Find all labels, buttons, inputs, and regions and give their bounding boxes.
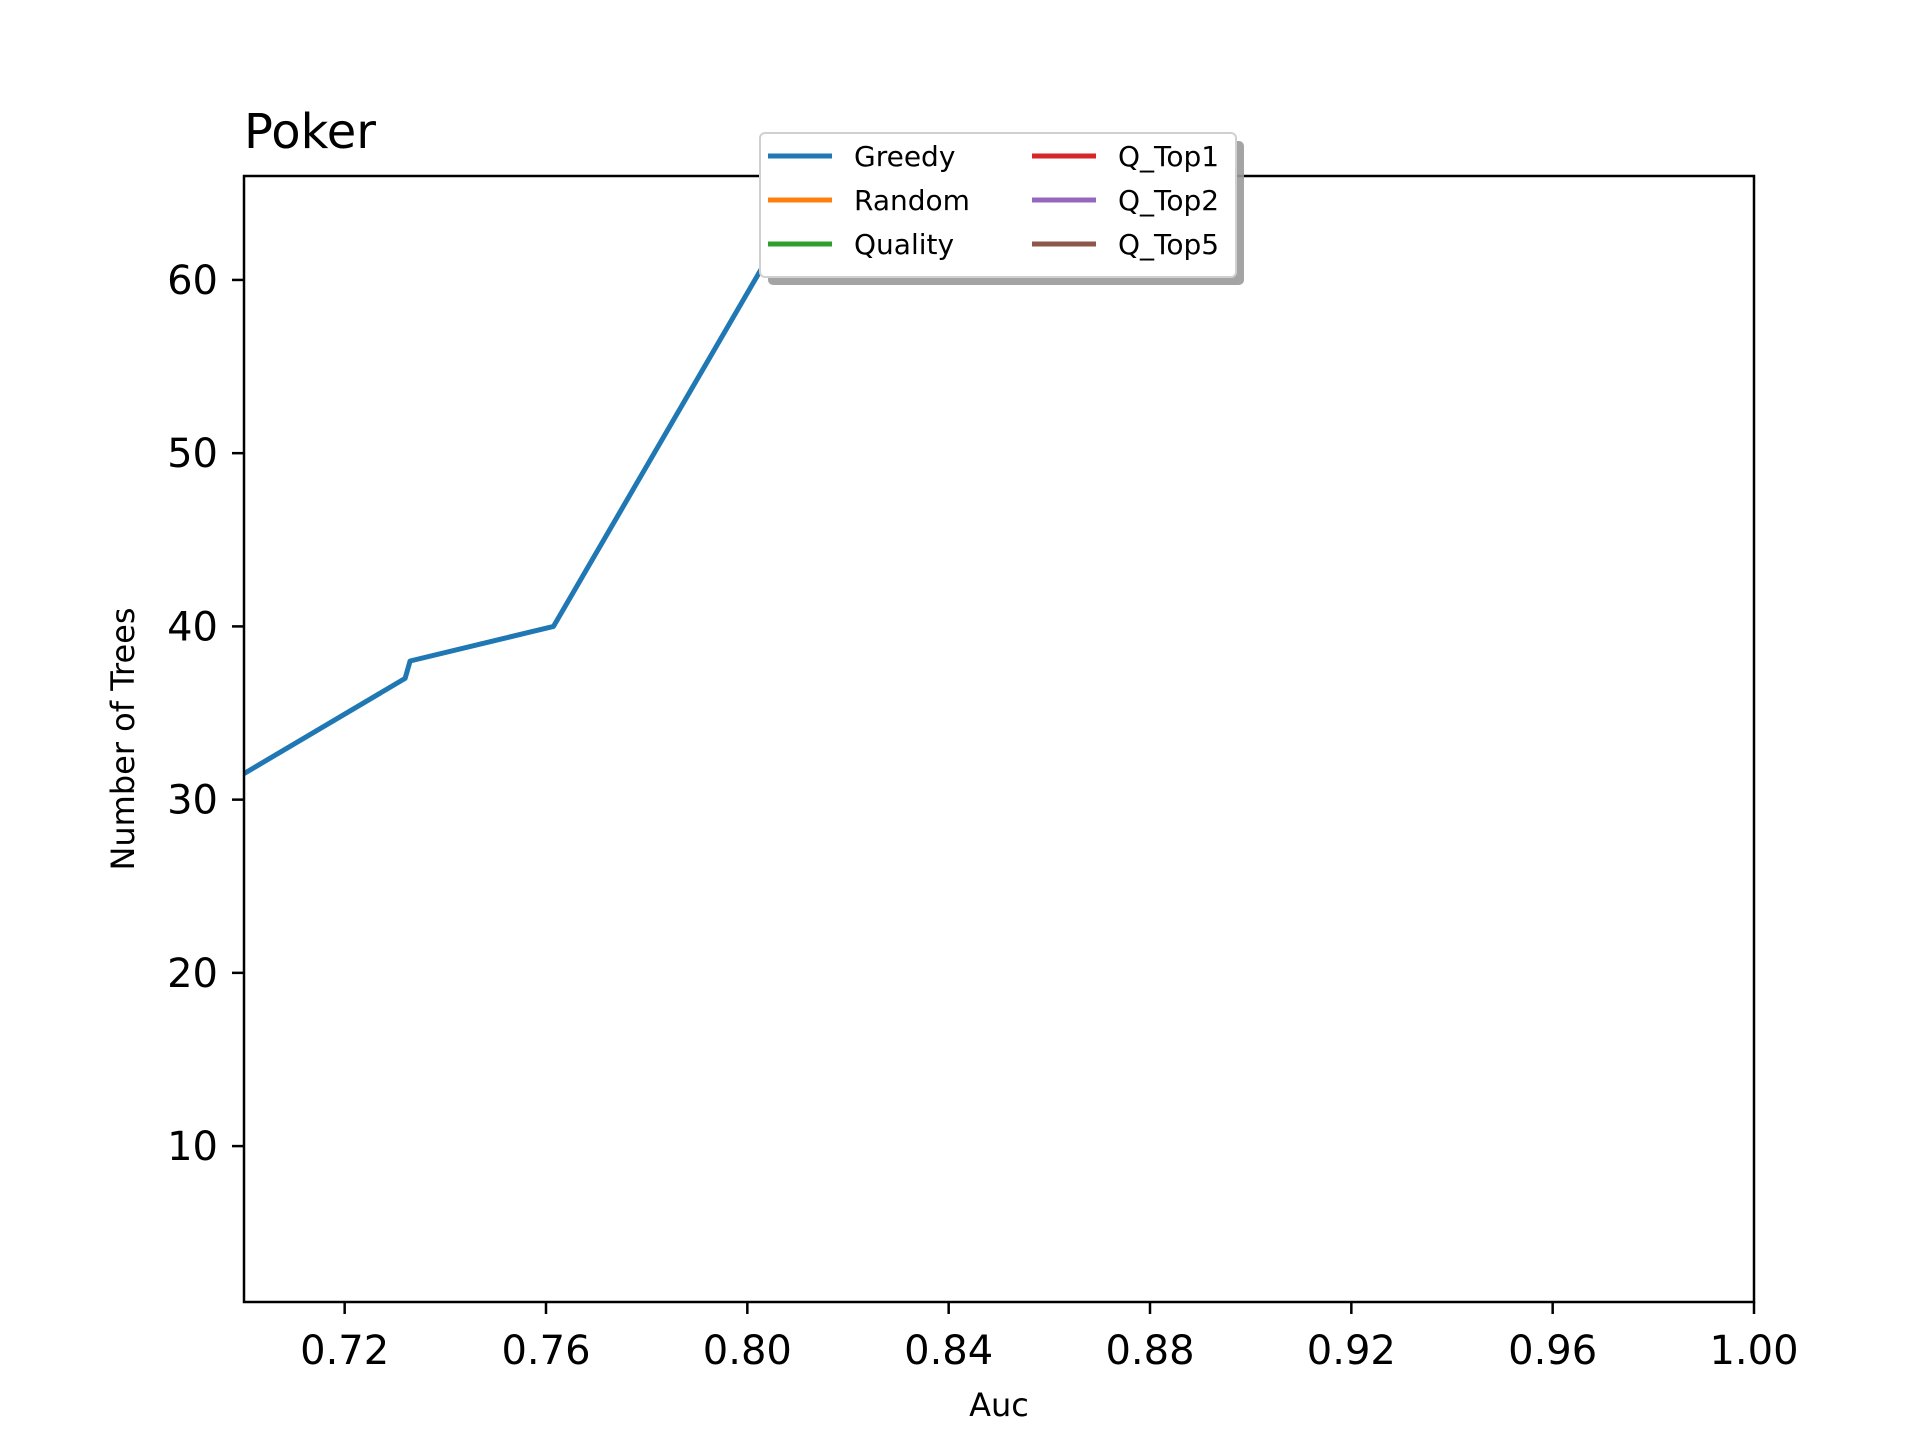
legend: Greedy Random Quality Q_Top1 Q_Top2 Q_Top5 bbox=[759, 132, 1244, 285]
legend-label: Q_Top1 bbox=[1118, 140, 1219, 173]
x-tick-label: 0.88 bbox=[1105, 1328, 1194, 1374]
y-tick-label: 20 bbox=[167, 951, 218, 997]
plot-frame bbox=[242, 174, 1756, 1304]
plot-series-layer bbox=[244, 176, 810, 776]
y-tick-label: 10 bbox=[167, 1124, 218, 1170]
y-axis-label: Number of Trees bbox=[104, 607, 142, 870]
y-axis: 10 20 30 40 50 60 bbox=[167, 258, 244, 1170]
series-line-greedy bbox=[244, 176, 810, 776]
legend-label: Q_Top2 bbox=[1118, 184, 1219, 217]
x-tick-label: 0.72 bbox=[300, 1328, 389, 1374]
y-tick-label: 40 bbox=[167, 604, 218, 650]
legend-label: Greedy bbox=[854, 140, 955, 173]
legend-label: Random bbox=[854, 184, 970, 217]
x-tick-label: 0.80 bbox=[703, 1328, 792, 1374]
x-tick-label: 0.92 bbox=[1307, 1328, 1396, 1374]
x-axis-label: Auc bbox=[969, 1386, 1029, 1424]
legend-label: Quality bbox=[854, 228, 954, 261]
y-tick-label: 30 bbox=[167, 778, 218, 824]
y-tick-label: 50 bbox=[167, 431, 218, 477]
x-tick-label: 0.84 bbox=[904, 1328, 993, 1374]
chart-title: Poker bbox=[244, 104, 376, 160]
legend-label: Q_Top5 bbox=[1118, 228, 1219, 261]
legend-box bbox=[759, 132, 1237, 278]
x-axis: 0.72 0.76 0.80 0.84 0.88 0.92 0.96 1.00 bbox=[300, 1302, 1799, 1374]
legend-items: Greedy Random Quality Q_Top1 Q_Top2 Q_Top5 bbox=[768, 140, 1219, 261]
x-tick-label: 1.00 bbox=[1709, 1328, 1798, 1374]
x-tick-label: 0.96 bbox=[1508, 1328, 1597, 1374]
y-tick-label: 60 bbox=[167, 258, 218, 304]
x-tick-label: 0.76 bbox=[501, 1328, 590, 1374]
